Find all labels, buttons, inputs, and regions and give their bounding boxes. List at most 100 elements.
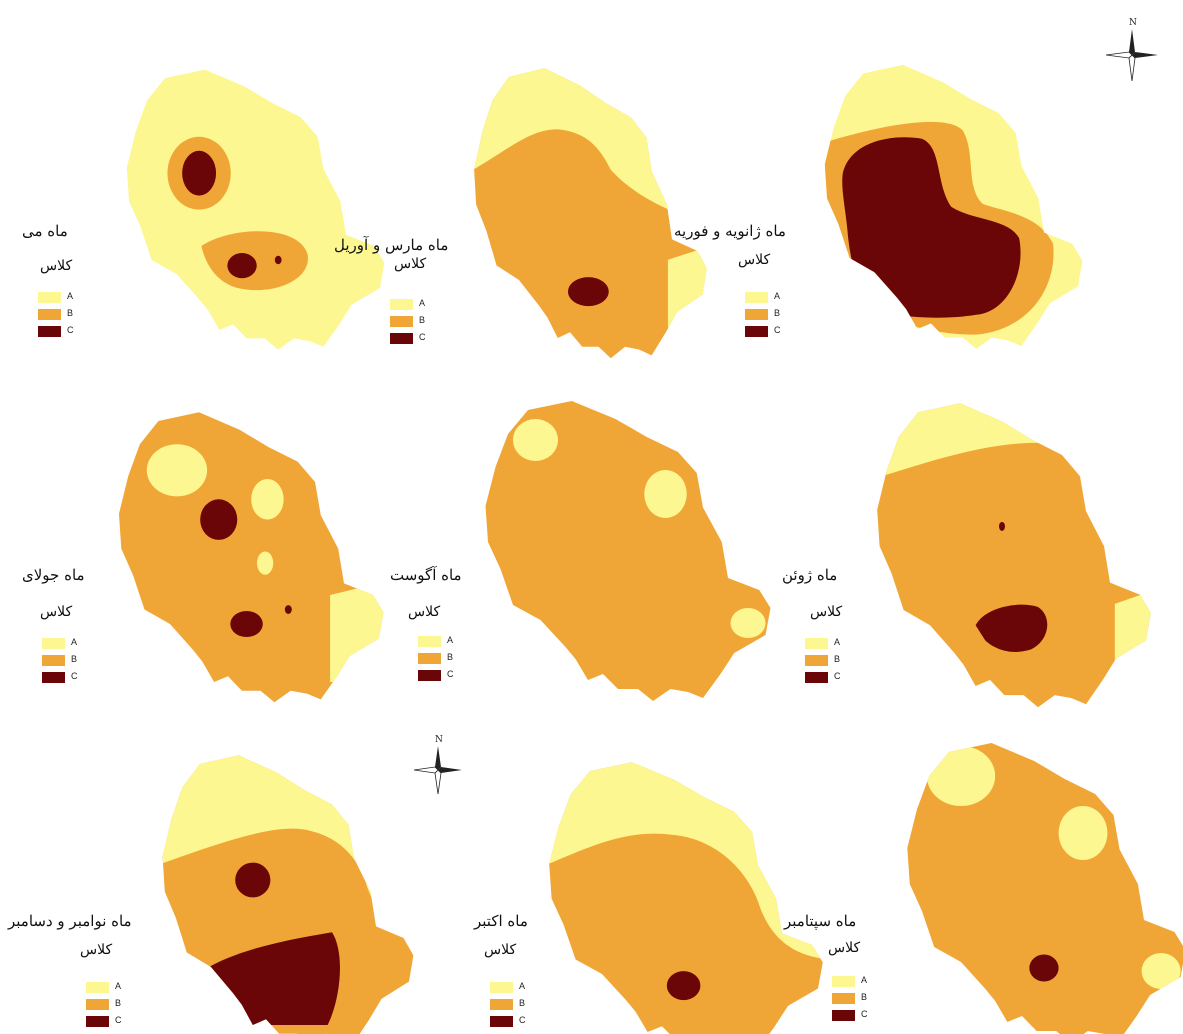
legend-label-b: B bbox=[419, 315, 426, 325]
legend-label-a: A bbox=[447, 635, 454, 645]
class-a-zone bbox=[251, 479, 284, 520]
class-c-zone bbox=[274, 255, 282, 265]
legend-label-b: B bbox=[774, 308, 781, 318]
north-arrow-icon: N bbox=[1105, 18, 1158, 82]
legend-swatch-a bbox=[832, 976, 855, 987]
class-c-zone bbox=[230, 610, 263, 638]
legend-swatch-b bbox=[490, 999, 513, 1010]
class-a-zone bbox=[513, 419, 558, 461]
class-legend: A B C bbox=[86, 980, 146, 1031]
north-label: N bbox=[435, 735, 443, 745]
class-a-zone bbox=[146, 444, 208, 497]
class-legend: A B C bbox=[390, 297, 450, 348]
legend-swatch-b bbox=[38, 309, 61, 320]
class-legend: A B C bbox=[832, 974, 892, 1025]
panel-title-oct: ماه اکتبر bbox=[474, 912, 528, 930]
class-c-zone bbox=[182, 150, 217, 196]
map-panel-jan-feb bbox=[824, 64, 1083, 349]
map-panel-may bbox=[126, 69, 385, 350]
class-a-zone bbox=[1114, 588, 1151, 686]
legend-label-b: B bbox=[67, 308, 74, 318]
map-panel-jun bbox=[877, 403, 1151, 708]
legend-swatch-c bbox=[832, 1010, 855, 1021]
class-b-zone bbox=[1043, 64, 1083, 88]
legend-title: کلاس bbox=[40, 604, 73, 620]
legend-label-c: C bbox=[419, 332, 426, 342]
legend-title: کلاس bbox=[80, 942, 113, 958]
panel-title-may: ماه می bbox=[22, 222, 68, 240]
legend-title: کلاس bbox=[408, 604, 441, 620]
map-panel-sep bbox=[907, 743, 1183, 1034]
class-a-zone bbox=[1141, 953, 1181, 989]
legend-swatch-c bbox=[805, 672, 828, 683]
map-panel-nov-dec bbox=[162, 755, 414, 1034]
class-c-zone bbox=[200, 499, 238, 540]
class-c-zone bbox=[999, 521, 1005, 531]
legend-label-a: A bbox=[519, 981, 526, 991]
class-c-zone bbox=[1029, 954, 1059, 982]
legend-title: کلاس bbox=[810, 604, 843, 620]
legend-swatch-b bbox=[418, 653, 441, 664]
legend-swatch-c bbox=[390, 333, 413, 344]
legend-label-c: C bbox=[447, 669, 454, 679]
class-a-zone bbox=[667, 245, 707, 339]
legend-swatch-c bbox=[38, 326, 61, 337]
legend-label-b: B bbox=[115, 998, 122, 1008]
legend-swatch-c bbox=[490, 1016, 513, 1027]
legend-title: کلاس bbox=[484, 942, 517, 958]
north-label: N bbox=[1129, 18, 1137, 28]
legend-swatch-c bbox=[745, 326, 768, 337]
legend-label-b: B bbox=[519, 998, 526, 1008]
panel-title-nov-dec: ماه نوامبر و دسامبر bbox=[8, 912, 132, 930]
legend-swatch-a bbox=[418, 636, 441, 647]
class-legend: A B C bbox=[418, 634, 478, 685]
legend-swatch-a bbox=[490, 982, 513, 993]
class-legend: A B C bbox=[745, 290, 805, 341]
north-arrow-icon: N bbox=[413, 735, 462, 795]
class-c-zone bbox=[567, 277, 609, 307]
legend-title: کلاس bbox=[394, 256, 427, 272]
legend-label-a: A bbox=[861, 975, 868, 985]
legend-swatch-a bbox=[390, 299, 413, 310]
panel-title-sep: ماه سپتامبر bbox=[784, 912, 857, 930]
legend-swatch-b bbox=[745, 309, 768, 320]
legend-label-b: B bbox=[71, 654, 78, 664]
panel-title-jun: ماه ژوئن bbox=[782, 566, 838, 584]
legend-label-a: A bbox=[67, 291, 74, 301]
map-panel-oct bbox=[549, 762, 823, 1034]
legend-swatch-c bbox=[86, 1016, 109, 1027]
map-panel-aug bbox=[485, 401, 771, 701]
legend-swatch-b bbox=[42, 655, 65, 666]
legend-label-c: C bbox=[519, 1015, 526, 1025]
legend-label-b: B bbox=[861, 992, 868, 1002]
legend-swatch-c bbox=[418, 670, 441, 681]
legend-swatch-a bbox=[86, 982, 109, 993]
class-c-zone bbox=[842, 137, 1021, 318]
legend-label-c: C bbox=[115, 1015, 122, 1025]
class-c-zone bbox=[666, 971, 701, 1001]
class-a-zone bbox=[730, 608, 766, 638]
legend-label-c: C bbox=[774, 325, 781, 335]
map-region-outline bbox=[126, 69, 385, 350]
legend-swatch-b bbox=[805, 655, 828, 666]
class-a-zone bbox=[257, 551, 274, 575]
legend-swatch-a bbox=[42, 638, 65, 649]
legend-label-b: B bbox=[447, 652, 454, 662]
class-legend: A B C bbox=[42, 636, 102, 687]
legend-swatch-b bbox=[390, 316, 413, 327]
legend-swatch-b bbox=[832, 993, 855, 1004]
map-panel-jul bbox=[118, 412, 384, 703]
legend-label-a: A bbox=[774, 291, 781, 301]
legend-swatch-a bbox=[805, 638, 828, 649]
map-panel-mar-apr bbox=[474, 68, 707, 359]
class-c-zone bbox=[235, 862, 271, 898]
legend-label-c: C bbox=[861, 1009, 868, 1019]
legend-label-b: B bbox=[834, 654, 841, 664]
panel-title-jan-feb: ماه ژانویه و فوریه bbox=[674, 222, 786, 240]
legend-label-c: C bbox=[71, 671, 78, 681]
class-b-zone bbox=[126, 268, 188, 320]
legend-label-a: A bbox=[834, 637, 841, 647]
legend-title: کلاس bbox=[738, 252, 771, 268]
legend-label-a: A bbox=[71, 637, 78, 647]
